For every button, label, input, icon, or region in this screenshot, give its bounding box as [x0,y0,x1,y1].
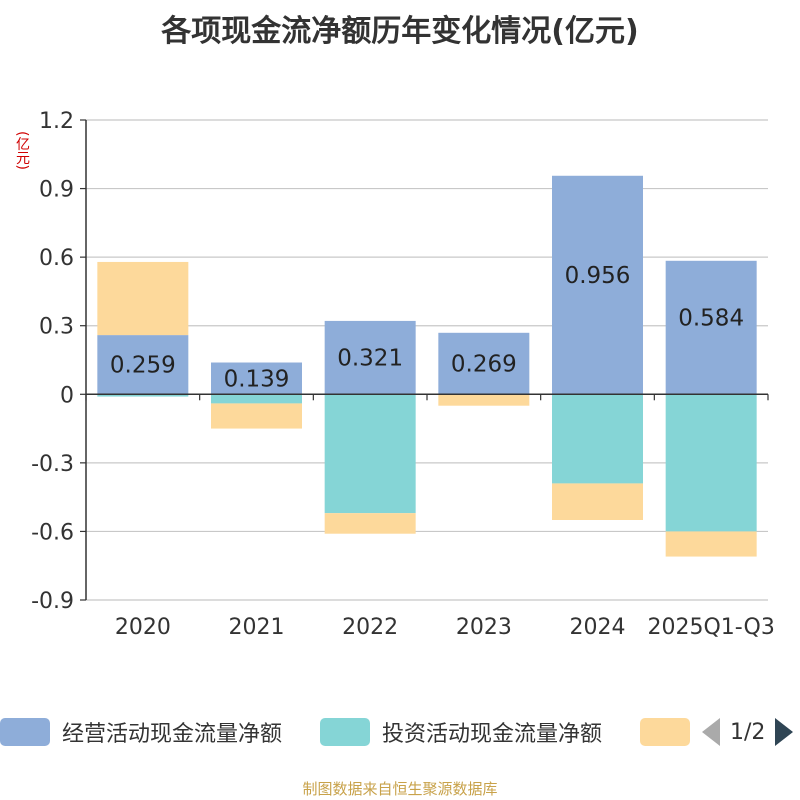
data-label-operating: 0.259 [110,353,176,379]
y-axis-unit-label: (亿元) [14,130,30,170]
data-label-operating: 0.269 [451,352,517,378]
data-source-footer: 制图数据来自恒生聚源数据库 [302,780,498,798]
x-tick-label: 2024 [570,615,626,640]
legend-swatch-financing [640,718,690,746]
legend-page-indicator: 1/2 [730,719,766,745]
bar-investing [324,394,416,514]
legend-item-investing[interactable]: 投资活动现金流量净额 [320,712,602,752]
bar-operating [211,362,302,395]
bar-financing [211,403,302,429]
legend-item-financing[interactable] [640,712,690,752]
bar-operating [324,320,416,395]
bar-financing [97,261,189,336]
y-tick-label: 0.9 [39,178,74,203]
y-tick-label: 0 [60,383,74,408]
bar-operating [438,332,530,395]
legend-next-page-icon[interactable] [775,718,794,746]
data-label-operating: 0.321 [337,346,403,372]
x-tick-label: 2022 [342,615,398,640]
x-tick-label: 2021 [229,615,285,640]
data-label-operating: 0.956 [565,263,631,289]
bar-investing [97,394,189,397]
bar-operating [665,260,757,395]
legend-label-operating: 经营活动现金流量净额 [62,722,283,747]
legend: 经营活动现金流量净额 投资活动现金流量净额 1/2 [0,712,800,752]
x-tick-label: 2023 [456,615,512,640]
legend-prev-page-icon[interactable] [702,718,720,746]
legend-swatch-investing [320,718,370,746]
y-tick-label: -0.9 [31,589,74,614]
bar-financing [324,513,416,534]
stacked-bar-chart: 1.2 0.9 0.6 0.3 0 -0.3 -0.6 -0.9 0.259 0.139 0.321… [31,109,775,640]
legend-swatch-operating [0,718,50,746]
y-tick-label: -0.3 [31,452,74,477]
legend-item-operating[interactable]: 经营活动现金流量净额 [0,712,282,752]
x-tick-label: 2025Q1-Q3 [647,615,774,640]
bar-financing [438,394,530,406]
bar-investing [552,394,643,484]
bar-financing [665,531,757,557]
bar-operating [552,175,643,395]
bar-operating [97,335,189,395]
bar-financing [552,483,643,520]
x-tick-label: 2020 [115,615,171,640]
bar-investing [665,394,757,532]
y-tick-label: -0.6 [31,520,74,545]
bar-investing [211,394,302,404]
data-label-operating: 0.584 [678,306,744,332]
data-label-operating: 0.139 [224,366,290,392]
legend-pager: 1/2 [702,712,794,752]
legend-label-investing: 投资活动现金流量净额 [382,722,603,747]
chart-title: 各项现金流净额历年变化情况(亿元) [161,14,639,49]
y-tick-label: 0.6 [39,246,74,271]
y-tick-label: 1.2 [39,109,74,134]
y-tick-label: 0.3 [39,315,74,340]
